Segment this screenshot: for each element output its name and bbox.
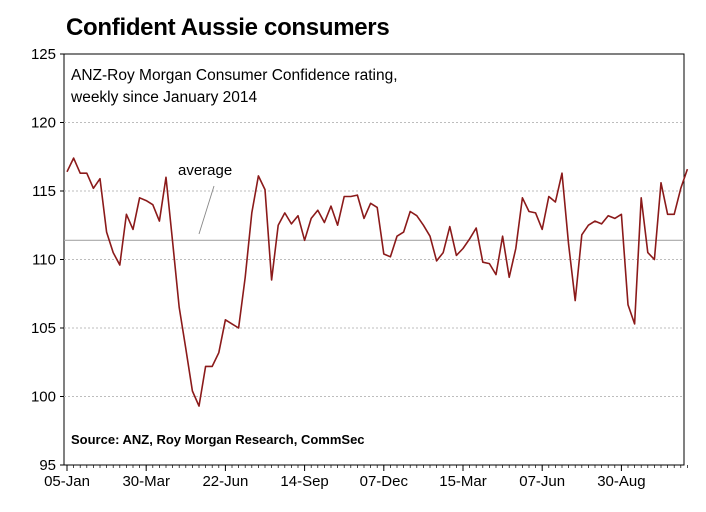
x-tick-label: 15-Mar [439,473,487,490]
x-axis: 05-Jan 30-Mar 22-Jun 14-Sep 07-Dec 15-Mar 07-J… [44,465,688,490]
source-note: Source: ANZ, Roy Morgan Research, CommSe… [71,432,365,447]
chart-title: Confident Aussie consumers [66,14,390,41]
y-tick-label: 100 [31,389,56,406]
x-tick-label: 30-Mar [122,473,170,490]
average-annotation: average [178,162,232,179]
x-tick-label: 14-Sep [280,473,328,490]
x-tick-label: 30-Aug [597,473,645,490]
y-tick-label: 120 [31,115,56,132]
x-tick-label: 05-Jan [44,473,90,490]
y-tick-label: 115 [32,183,56,200]
series-line [66,157,689,407]
x-tick-label: 22-Jun [202,473,248,490]
y-tick-label: 125 [31,46,56,63]
subtitle-line-2: weekly since January 2014 [70,89,257,106]
average-annotation-pointer [198,185,215,235]
y-axis: 95 100 105 110 115 120 125 [31,46,64,474]
x-tick-label: 07-Dec [360,473,409,490]
subtitle-line-1: ANZ-Roy Morgan Consumer Confidence ratin… [71,67,398,84]
y-tick-label: 95 [39,457,56,474]
y-tick-label: 110 [32,252,56,269]
x-tick-label: 07-Jun [519,473,565,490]
y-tick-label: 105 [31,320,56,337]
grid-lines [64,122,684,397]
